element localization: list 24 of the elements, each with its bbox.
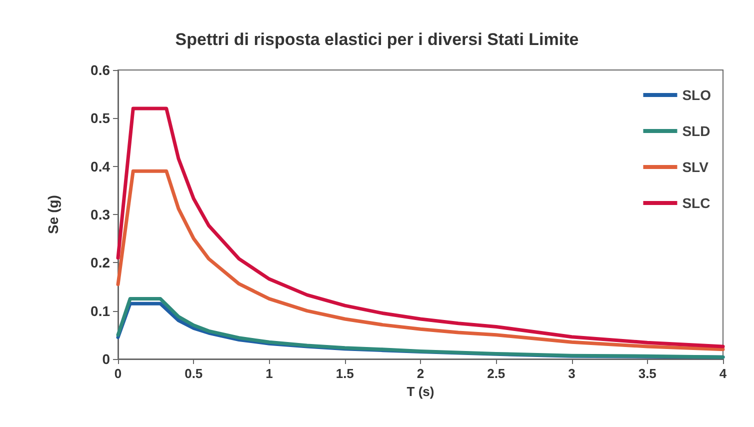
x-tick-label: 1 [266, 366, 273, 381]
legend-label: SLV [682, 159, 710, 175]
x-tick-label: 2 [416, 366, 424, 381]
x-tick-label: 1.5 [336, 366, 354, 381]
x-tick-label: 4 [719, 366, 728, 381]
x-tick-label: 3 [568, 366, 576, 381]
y-tick-label: 0.1 [90, 302, 110, 319]
x-tick-label: 2.5 [487, 366, 506, 381]
x-tick-label: 3.5 [638, 366, 656, 381]
x-tick-label: 0.5 [184, 366, 203, 381]
y-tick-label: 0.4 [90, 158, 110, 174]
y-tick-label: 0.6 [90, 62, 110, 78]
legend-label: SLC [682, 195, 710, 211]
legend-label: SLD [682, 123, 710, 139]
x-tick-label: 0 [114, 366, 122, 381]
y-tick-label: 0.5 [90, 110, 110, 126]
y-tick-label: 0.3 [90, 206, 110, 222]
legend-label: SLO [682, 87, 712, 103]
y-axis-title: Se (g) [45, 195, 61, 234]
chart-title: Spettri di risposta elastici per i diversi Stati Limite [175, 30, 579, 49]
y-tick-label: 0 [102, 351, 110, 367]
line-series [116, 106, 725, 348]
y-tick-label: 0.2 [90, 254, 110, 271]
x-axis-title: T (s) [406, 384, 434, 399]
